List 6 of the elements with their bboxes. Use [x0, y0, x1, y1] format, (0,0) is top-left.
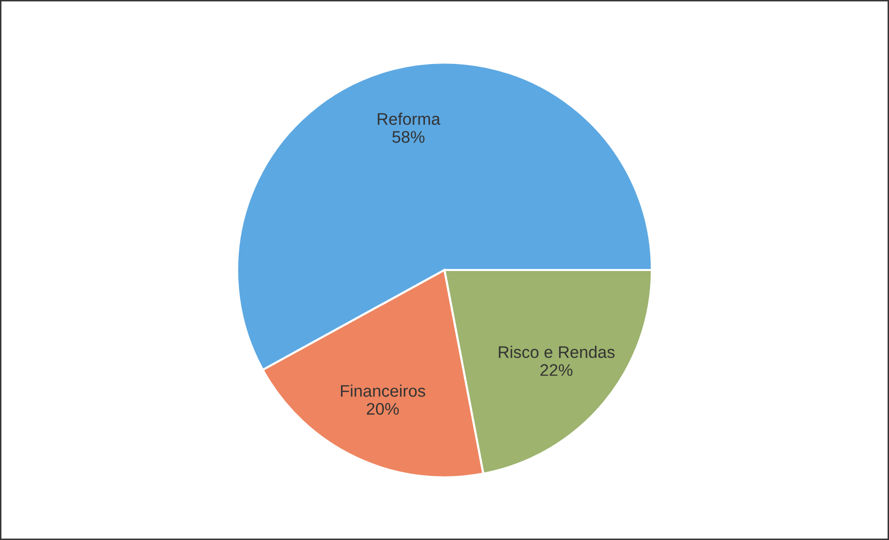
- slice-label: Reforma: [378, 112, 440, 125]
- data-label: 22%: [540, 364, 572, 376]
- data-label: 20%: [366, 402, 399, 415]
- slice-label: Risco e Rendas: [498, 346, 615, 358]
- data-label: 58%: [392, 131, 424, 143]
- slice-label: Financeiros: [340, 384, 426, 397]
